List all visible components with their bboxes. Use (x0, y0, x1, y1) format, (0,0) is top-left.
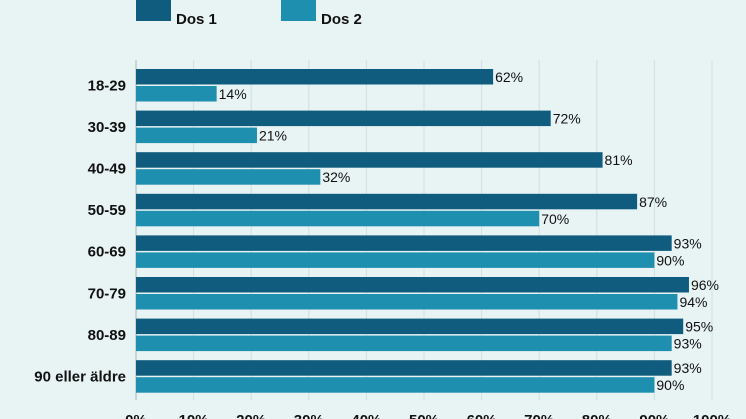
bar-dos2 (136, 294, 678, 310)
data-label: 90% (656, 377, 684, 393)
data-label: 81% (605, 152, 633, 168)
bar-dos2 (136, 335, 672, 352)
bar-dos1 (136, 152, 603, 168)
data-label: 70% (541, 211, 569, 227)
data-label: 14% (219, 86, 247, 102)
category-label: 80-89 (88, 327, 126, 344)
data-label: 87% (639, 194, 667, 210)
x-tick-label: 10% (179, 412, 209, 419)
bar-dos1 (136, 69, 494, 85)
category-label: 60-69 (88, 244, 126, 261)
x-tick-label: 0% (125, 412, 147, 419)
category-label: 40-49 (88, 160, 126, 177)
data-label: 96% (691, 277, 719, 293)
category-label: 30-39 (88, 119, 126, 136)
legend: Dos 1 Dos 2 (136, 0, 362, 28)
x-tick-label: 70% (524, 412, 554, 419)
data-label: 95% (685, 319, 713, 335)
category-label: 90 eller äldre (34, 368, 126, 385)
x-tick-label: 100% (693, 412, 731, 419)
data-label: 93% (674, 336, 702, 352)
data-label: 90% (656, 252, 684, 268)
data-label: 93% (674, 235, 702, 251)
legend-label: Dos 1 (176, 11, 217, 28)
category-label: 50-59 (88, 202, 126, 219)
category-label: 18-29 (88, 77, 126, 94)
bars: 62%14%72%21%81%32%87%70%93%90%96%94%95%9… (136, 69, 719, 393)
x-tick-label: 40% (351, 412, 381, 419)
bar-dos2 (136, 127, 257, 144)
x-axis: 0% 10% 20% 30% 40% 50% 60% 70% 80% 90% 100% (125, 412, 731, 419)
x-tick-label: 80% (582, 412, 612, 419)
data-label: 93% (674, 360, 702, 376)
x-tick-label: 20% (236, 412, 266, 419)
category-label: 70-79 (88, 285, 126, 302)
legend-swatch (281, 0, 316, 21)
x-tick-label: 30% (294, 412, 324, 419)
bar-dos2 (136, 210, 540, 227)
data-label: 62% (495, 69, 523, 85)
bar-dos1 (136, 110, 551, 127)
data-label: 94% (679, 294, 707, 310)
bar-dos1 (136, 193, 638, 210)
x-tick-label: 50% (409, 412, 439, 419)
bar-dos1 (136, 318, 684, 335)
bar-dos1 (136, 235, 672, 251)
bar-dos1 (136, 360, 672, 376)
category-labels: 18-29 30-39 40-49 50-59 60-69 70-79 80-89 90 el… (34, 77, 126, 385)
x-tick-label: 60% (467, 412, 497, 419)
bar-dos2 (136, 169, 321, 185)
data-label: 21% (259, 128, 287, 144)
bar-dos2 (136, 252, 655, 268)
data-label: 32% (322, 169, 350, 185)
legend-swatch (136, 0, 171, 21)
legend-label: Dos 2 (321, 11, 362, 28)
bar-dos2 (136, 86, 217, 102)
x-tick-label: 90% (639, 412, 669, 419)
data-label: 72% (553, 111, 581, 127)
bar-dos1 (136, 277, 689, 293)
bar-dos2 (136, 377, 655, 393)
